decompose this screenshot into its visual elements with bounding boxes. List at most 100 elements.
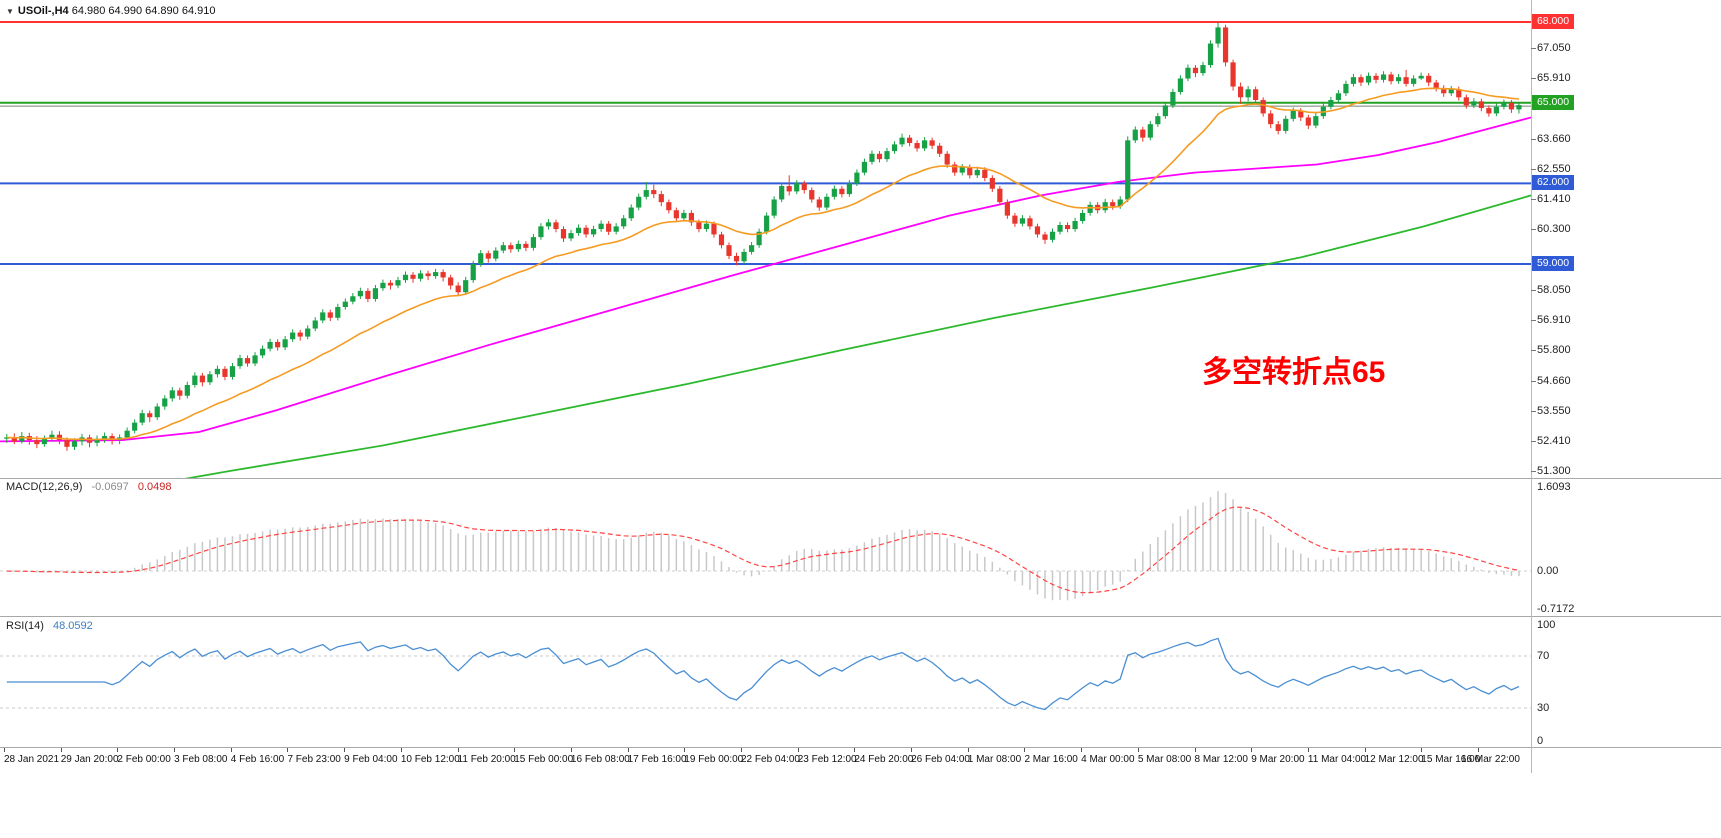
candle-body	[433, 272, 439, 277]
candle-body	[1004, 202, 1010, 216]
candle-body	[237, 358, 243, 367]
time-label: 16 Mar 22:00	[1461, 754, 1520, 765]
time-label: 2 Mar 16:00	[1024, 754, 1078, 765]
candle-body	[1019, 218, 1026, 224]
price-scale-tick	[1531, 350, 1536, 352]
symbol-dropdown-icon[interactable]: ▼	[6, 7, 14, 16]
candle-body	[244, 358, 251, 364]
candle-body	[515, 243, 521, 250]
time-axis-tick	[741, 748, 742, 752]
time-label: 11 Feb 20:00	[457, 754, 516, 765]
macd-label: MACD(12,26,9)	[6, 481, 83, 493]
candle-body	[869, 153, 875, 162]
candle-body	[1200, 65, 1206, 74]
candle-body	[922, 140, 928, 149]
candle-body	[305, 328, 311, 337]
candle-body	[1117, 199, 1123, 207]
candle-body	[794, 183, 800, 192]
symbol-timeframe-label: USOil-,H4	[17, 5, 69, 17]
candle-body	[402, 274, 409, 281]
candle-body	[914, 143, 920, 149]
time-axis-tick	[797, 748, 799, 752]
candle-body	[748, 245, 755, 252]
time-axis-tick	[4, 748, 5, 752]
candle-body	[192, 375, 198, 385]
candle-body	[395, 280, 401, 286]
candle-body	[154, 406, 160, 418]
candle-body	[448, 277, 454, 286]
candle-body	[252, 355, 258, 364]
macd-signal-line	[6, 506, 1520, 594]
time-axis-tick	[1081, 748, 1083, 752]
price-pane-chart[interactable]	[0, 0, 1531, 478]
candle-body	[214, 368, 221, 375]
time-axis-tick	[457, 748, 459, 752]
candle-body	[34, 440, 40, 445]
candle-body	[372, 288, 379, 299]
rsi-value: 48.0592	[52, 620, 93, 632]
candle-body	[1215, 27, 1221, 44]
candle-body	[1448, 89, 1454, 94]
candle-body	[297, 332, 303, 337]
time-label: 19 Feb 00:00	[684, 754, 744, 765]
candle-body	[726, 245, 732, 256]
candle-body	[275, 341, 281, 348]
candle-body	[967, 167, 973, 176]
candle-body	[831, 188, 837, 197]
candle-body	[463, 280, 469, 293]
candle-body	[1268, 113, 1274, 125]
candle-body	[538, 226, 544, 238]
candle-body	[854, 172, 860, 184]
candle-body	[733, 255, 740, 262]
candle-body	[1350, 77, 1357, 84]
candle-body	[1441, 87, 1447, 94]
candle-body	[1516, 105, 1522, 110]
candle-body	[387, 282, 394, 286]
candle-body	[621, 218, 627, 227]
candle-body	[884, 151, 890, 160]
candle-body	[771, 199, 777, 216]
candle-body	[1177, 78, 1184, 92]
price-tick-label: 53.550	[1537, 404, 1571, 417]
rsi-label-row: RSI(14) 48.0592	[6, 620, 93, 632]
candle-body	[440, 272, 446, 278]
candle-body	[1508, 102, 1515, 110]
price-scale-tick	[1531, 471, 1536, 472]
price-badge-68.000: 68.000	[1532, 14, 1574, 30]
price-tick-label: 51.300	[1537, 465, 1571, 477]
macd-pane-chart[interactable]	[0, 479, 1531, 616]
candle-body	[417, 273, 424, 279]
candle-body	[816, 199, 822, 208]
candle-body	[613, 226, 619, 232]
candle-body	[508, 245, 514, 250]
rsi-line	[6, 637, 1520, 711]
candle-body	[1140, 129, 1146, 138]
rsi-pane-chart[interactable]	[0, 617, 1531, 747]
candle-body	[94, 438, 100, 443]
ma-mid-magenta	[0, 116, 1531, 443]
candle-body	[1283, 118, 1289, 131]
time-label: 29 Jan 20:00	[60, 754, 119, 765]
candle-body	[1395, 77, 1402, 82]
time-axis-tick	[967, 748, 969, 752]
price-badge-59.000: 59.000	[1532, 256, 1574, 271]
candle-body	[575, 227, 582, 234]
candle-body	[756, 231, 762, 246]
price-scale-tick	[1531, 380, 1536, 382]
time-label: 12 Mar 12:00	[1364, 754, 1424, 765]
annotation-text[interactable]: 多空转折点65	[1202, 356, 1386, 389]
candle-body	[1110, 202, 1116, 207]
candle-body	[267, 341, 273, 349]
candle-body	[906, 137, 913, 144]
candle-body	[530, 237, 537, 248]
candle-body	[470, 264, 476, 281]
rsi-scale-top: 100	[1537, 619, 1556, 631]
price-scale-tick	[1531, 168, 1536, 170]
candle-body	[523, 243, 529, 248]
candle-body	[643, 190, 649, 197]
candle-body	[651, 190, 657, 195]
candle-body	[688, 212, 694, 223]
time-label: 10 Feb 12:00	[400, 754, 460, 765]
candle-body	[1380, 74, 1387, 80]
candle-body	[696, 222, 702, 230]
